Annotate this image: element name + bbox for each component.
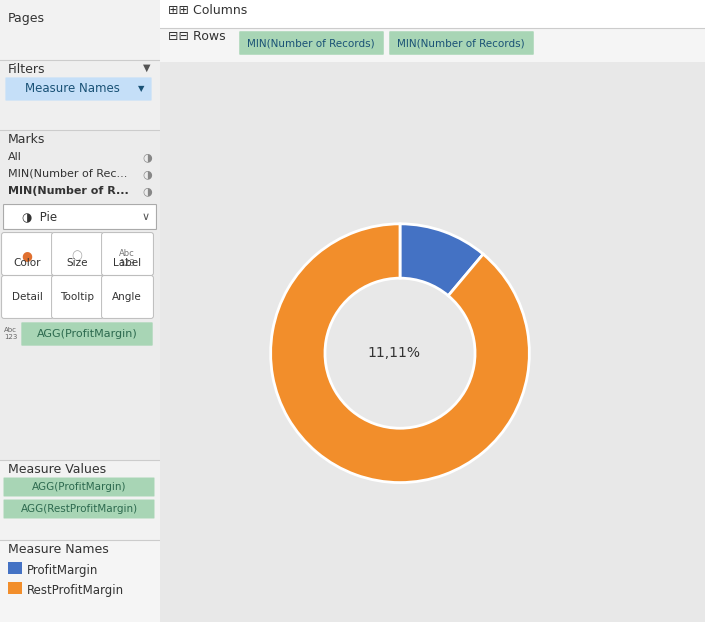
Text: Pages: Pages <box>8 12 45 25</box>
FancyBboxPatch shape <box>102 233 154 276</box>
Text: Abc
123: Abc 123 <box>119 249 135 269</box>
Text: ◑: ◑ <box>142 169 152 179</box>
Text: ◑: ◑ <box>142 152 152 162</box>
Text: Measure Values: Measure Values <box>8 463 106 476</box>
Text: AGG(RestProfitMargin): AGG(RestProfitMargin) <box>20 504 137 514</box>
Text: AGG(ProfitMargin): AGG(ProfitMargin) <box>37 329 137 339</box>
Text: ◑: ◑ <box>142 186 152 196</box>
FancyBboxPatch shape <box>51 233 104 276</box>
Text: ○: ○ <box>72 249 82 262</box>
Text: Size: Size <box>66 258 87 268</box>
Text: ⊞⊞ Columns: ⊞⊞ Columns <box>168 4 247 17</box>
Text: ▼: ▼ <box>137 85 144 93</box>
Text: Angle: Angle <box>112 292 142 302</box>
Text: 11,11%: 11,11% <box>367 346 420 360</box>
Text: ProfitMargin: ProfitMargin <box>27 564 99 577</box>
Bar <box>160 0 705 28</box>
Text: Measure Names: Measure Names <box>8 543 109 556</box>
Text: AGG(ProfitMargin): AGG(ProfitMargin) <box>32 482 126 492</box>
Bar <box>0 60 160 130</box>
Text: All: All <box>8 152 22 162</box>
Text: ●: ● <box>22 249 32 262</box>
FancyBboxPatch shape <box>239 31 384 55</box>
Text: Color: Color <box>13 258 41 268</box>
Bar <box>8 582 22 594</box>
Text: ⊟⊟ Rows: ⊟⊟ Rows <box>168 30 226 43</box>
FancyBboxPatch shape <box>6 77 152 101</box>
Text: RestProfitMargin: RestProfitMargin <box>27 584 124 597</box>
FancyBboxPatch shape <box>4 499 154 519</box>
FancyBboxPatch shape <box>102 276 154 318</box>
FancyBboxPatch shape <box>1 233 54 276</box>
Text: Filters: Filters <box>8 63 46 76</box>
Bar <box>0 540 160 622</box>
FancyBboxPatch shape <box>1 276 54 318</box>
Bar <box>160 28 705 62</box>
FancyBboxPatch shape <box>21 322 153 346</box>
Text: Label: Label <box>113 258 141 268</box>
Bar <box>0 0 160 60</box>
Text: ▼: ▼ <box>142 63 150 73</box>
Text: MIN(Number of Records): MIN(Number of Records) <box>247 38 375 48</box>
Text: ◑  Pie: ◑ Pie <box>22 210 57 223</box>
Bar <box>0 130 160 460</box>
Wedge shape <box>271 224 529 483</box>
Text: MIN(Number of R...: MIN(Number of R... <box>8 186 129 196</box>
Text: ∨: ∨ <box>142 212 150 222</box>
FancyBboxPatch shape <box>51 276 104 318</box>
FancyBboxPatch shape <box>4 205 157 230</box>
Text: MIN(Number of Rec...: MIN(Number of Rec... <box>8 169 128 179</box>
Text: Marks: Marks <box>8 133 45 146</box>
Wedge shape <box>400 224 483 295</box>
Text: Detail: Detail <box>11 292 42 302</box>
Text: Measure Names: Measure Names <box>25 83 119 96</box>
Text: Abc
123: Abc 123 <box>4 327 18 340</box>
FancyBboxPatch shape <box>389 31 534 55</box>
Bar <box>8 562 22 574</box>
Bar <box>0 460 160 540</box>
Text: Tooltip: Tooltip <box>60 292 94 302</box>
Text: MIN(Number of Records): MIN(Number of Records) <box>397 38 525 48</box>
FancyBboxPatch shape <box>4 478 154 496</box>
Bar <box>158 0 160 622</box>
